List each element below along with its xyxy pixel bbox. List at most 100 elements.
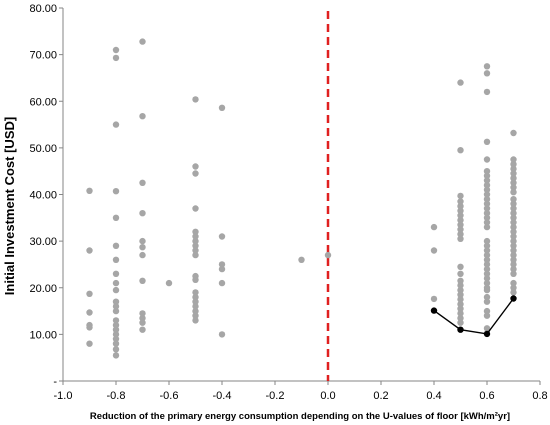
data-point — [112, 307, 120, 315]
data-point — [192, 312, 199, 319]
data-point — [483, 307, 491, 315]
data-point — [457, 230, 464, 238]
data-point — [510, 265, 517, 273]
data-point — [86, 309, 93, 316]
data-point — [112, 188, 120, 195]
data-point — [457, 147, 464, 154]
data-point — [510, 237, 517, 245]
data-point — [457, 221, 464, 228]
data-point — [510, 156, 517, 163]
data-point — [510, 261, 517, 268]
data-point — [510, 228, 517, 235]
data-point — [192, 163, 199, 170]
x-tick-label: 0.2 — [373, 390, 388, 402]
data-point — [192, 170, 199, 177]
data-point — [510, 251, 517, 259]
data-point — [218, 331, 226, 338]
data-point — [112, 279, 120, 287]
data-point — [139, 314, 146, 322]
data-point — [165, 279, 173, 287]
data-point — [510, 184, 517, 191]
data-point — [192, 307, 199, 315]
data-point — [457, 282, 464, 289]
data-point — [112, 121, 120, 128]
data-point — [139, 237, 146, 245]
x-tick-label: 0.8 — [532, 390, 547, 402]
data-point — [483, 247, 491, 254]
x-tick-label: 0.4 — [426, 390, 441, 402]
data-point — [457, 296, 464, 303]
data-point — [510, 242, 517, 249]
data-point — [86, 324, 93, 331]
series-1 — [86, 38, 517, 359]
data-point — [510, 170, 517, 177]
data-point — [112, 340, 120, 347]
x-tick-label: -0.8 — [107, 390, 126, 402]
data-point — [192, 298, 199, 305]
data-point — [112, 303, 120, 310]
data-point — [483, 293, 491, 301]
y-tick-label: 60.00 — [29, 96, 57, 108]
data-point — [510, 279, 517, 287]
x-tick-label: 0.0 — [320, 390, 335, 402]
data-point — [483, 256, 491, 263]
data-point — [483, 286, 491, 294]
data-point — [483, 275, 491, 282]
data-point — [457, 192, 464, 200]
data-point — [457, 326, 464, 333]
data-point — [483, 242, 491, 249]
data-point — [483, 186, 491, 193]
series-layer — [86, 38, 517, 359]
data-point — [483, 223, 491, 231]
data-point — [139, 251, 146, 259]
data-point — [112, 352, 120, 359]
data-point — [192, 242, 199, 249]
y-tick-label: - — [53, 376, 57, 388]
data-point — [483, 182, 491, 189]
data-point — [510, 175, 517, 182]
data-point — [457, 286, 464, 294]
data-point — [139, 319, 146, 326]
data-point — [430, 247, 438, 254]
data-point — [510, 200, 517, 207]
data-point — [139, 326, 146, 333]
data-point — [483, 138, 491, 145]
data-point — [139, 244, 146, 251]
data-point — [298, 256, 305, 263]
data-point — [483, 325, 491, 332]
data-point — [483, 177, 491, 184]
x-tick-label: -1.0 — [54, 390, 73, 402]
data-point — [483, 298, 491, 305]
data-point — [457, 207, 464, 214]
series-line — [433, 298, 515, 335]
data-point — [112, 286, 120, 294]
data-point — [510, 210, 517, 217]
data-point — [483, 70, 491, 77]
data-point — [192, 317, 199, 324]
data-point — [483, 172, 491, 179]
data-point — [510, 233, 517, 240]
data-point — [510, 179, 517, 186]
x-tick-label: -0.4 — [213, 390, 232, 402]
data-point — [483, 191, 491, 198]
data-point — [192, 96, 199, 103]
data-point — [112, 54, 120, 62]
data-point — [112, 242, 120, 249]
x-axis-ticks: -1.0 -0.8 -0.6 -0.4 -0.2 0.0 0.2 0.4 0.6 0.8 — [54, 381, 548, 402]
data-point — [112, 335, 120, 343]
data-point — [86, 187, 93, 194]
data-point — [218, 279, 226, 287]
x-tick-label: -0.2 — [266, 390, 285, 402]
y-axis-title: Initial Investment Cost [USD] — [2, 117, 17, 295]
data-point — [510, 270, 517, 277]
data-point — [510, 189, 517, 196]
data-point — [483, 205, 491, 212]
data-point — [483, 265, 491, 273]
data-point — [192, 205, 199, 212]
data-point — [457, 226, 464, 233]
data-point — [112, 214, 120, 221]
data-point — [483, 251, 491, 259]
data-point — [510, 205, 517, 212]
data-point — [510, 295, 517, 302]
data-point — [457, 203, 464, 210]
